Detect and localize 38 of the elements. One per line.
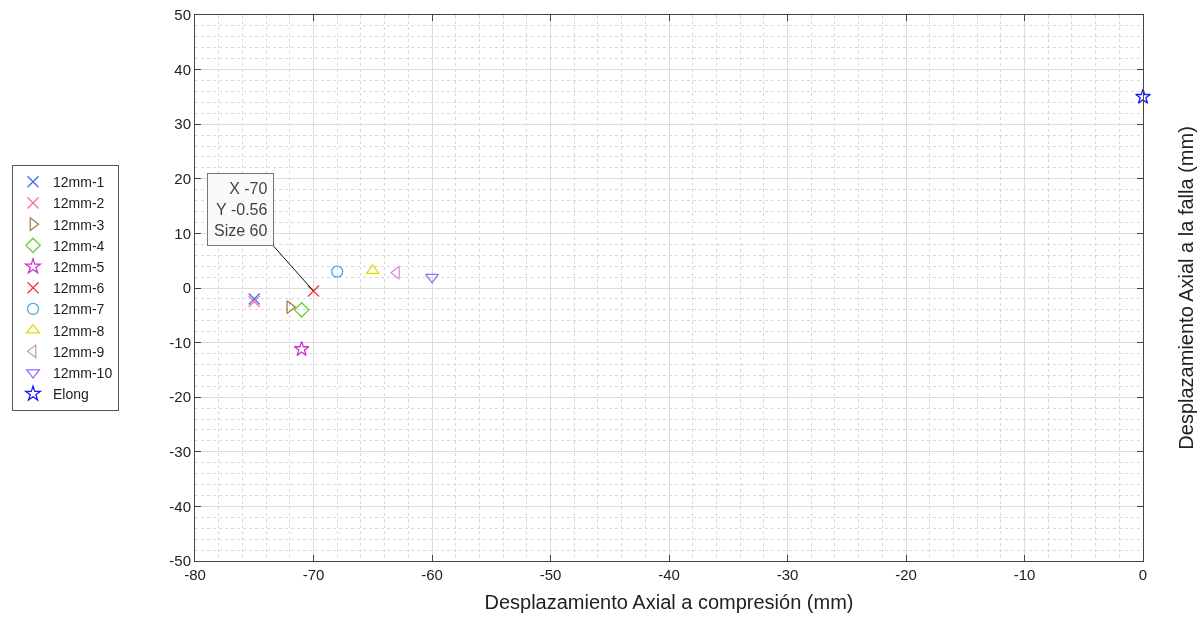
- legend-label: Elong: [53, 386, 89, 403]
- legend-label: 12mm-8: [53, 322, 105, 339]
- legend-label: 12mm-7: [53, 301, 105, 318]
- x-tick-label: -10: [1013, 566, 1036, 583]
- point: [293, 340, 310, 357]
- legend-label: 12mm-10: [53, 365, 113, 382]
- legend-label: 12mm-2: [53, 195, 105, 212]
- x-tick-label: -70: [302, 566, 325, 583]
- point: [331, 265, 344, 278]
- point: [307, 284, 320, 298]
- x-tick-label: -50: [539, 566, 562, 583]
- y-tick-label: -40: [169, 497, 191, 515]
- point: [1135, 88, 1151, 104]
- y-tick-label: -10: [169, 333, 191, 351]
- x-axis-title: Desplazamiento Axial a compresión (mm): [484, 590, 854, 613]
- legend-label: 12mm-1: [53, 174, 105, 191]
- y-tick-label: 50: [174, 6, 191, 24]
- x-tick-label: -20: [895, 566, 917, 583]
- legend-label: 12mm-3: [53, 216, 105, 233]
- y-tick-label: 30: [174, 115, 191, 133]
- x-tick-label: 0: [1138, 566, 1148, 583]
- y-tick-label: 20: [174, 170, 191, 188]
- y-tick-label: 40: [174, 60, 191, 78]
- point: [425, 273, 439, 284]
- annotation: X -70 Y -0.56 Size 60: [214, 180, 268, 239]
- y-tick-label: 10: [174, 224, 191, 242]
- y-tick-label: -20: [169, 388, 191, 406]
- x-tick-label: -40: [658, 566, 680, 583]
- legend-label: 12mm-5: [53, 259, 105, 276]
- point: [293, 302, 310, 318]
- legend-label: 12mm-4: [53, 237, 105, 254]
- y-tick-label: -30: [169, 443, 191, 461]
- legend-label: 12mm-9: [53, 343, 105, 360]
- legend-label: 12mm-6: [53, 280, 105, 297]
- y-axis-title: Desplazamiento Axial a la falla (mm): [1174, 126, 1197, 450]
- x-tick-label: -60: [421, 566, 443, 583]
- x-tick-label: -30: [776, 566, 799, 583]
- y-tick-label: 0: [182, 279, 191, 297]
